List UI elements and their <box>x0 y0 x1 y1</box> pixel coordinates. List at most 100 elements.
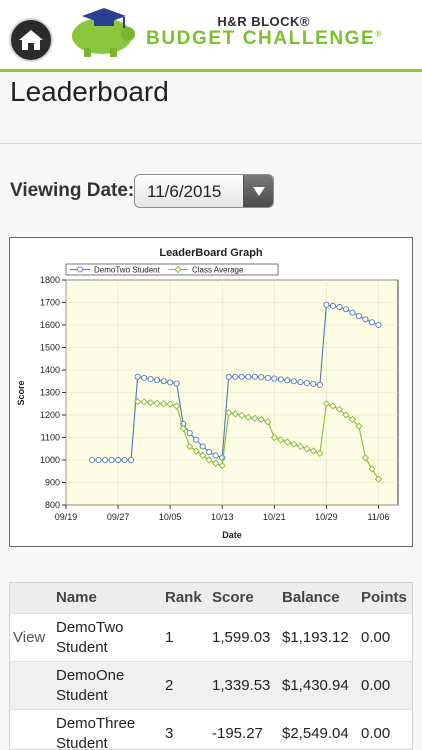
chart-grid <box>65 279 398 506</box>
data-point <box>147 375 154 383</box>
data-point <box>270 433 278 442</box>
table-row[interactable]: View DemoTwo Student 1 1,599.03 $1,193.12… <box>10 613 412 661</box>
col-header-balance: Balance <box>282 589 340 606</box>
x-tick-label: 10/13 <box>211 512 234 522</box>
data-point <box>173 380 180 387</box>
data-point <box>264 374 271 381</box>
table-row[interactable]: DemoThree Student 3 -195.27 $2,549.04 0.0… <box>10 709 412 750</box>
data-point <box>199 443 206 450</box>
piggy-bank-grad-cap-icon <box>72 8 135 57</box>
data-point <box>329 402 337 410</box>
row-name: DemoThree Student <box>56 715 136 750</box>
data-point <box>218 461 226 470</box>
data-point <box>238 373 245 380</box>
data-point <box>362 316 369 323</box>
viewing-date-select[interactable]: 11/6/2015 <box>134 174 274 208</box>
data-point <box>355 422 363 430</box>
data-point <box>290 378 297 385</box>
col-header-points: Points <box>361 589 407 606</box>
data-point <box>179 424 187 433</box>
row-points: 0.00 <box>361 629 391 646</box>
row-points: 0.00 <box>361 677 391 694</box>
data-point <box>192 447 200 455</box>
y-tick-label: 1400 <box>40 365 60 375</box>
data-point <box>277 436 285 444</box>
row-rank: 1 <box>165 629 174 646</box>
data-point <box>284 377 291 384</box>
leaderboard-chart: LeaderBoard Graph DemoTwo Student Class A… <box>9 237 413 547</box>
data-point <box>153 399 161 407</box>
brand-main-text: BUDGET CHALLENGE® <box>146 28 383 49</box>
data-point <box>258 374 265 381</box>
data-point <box>167 379 174 386</box>
home-icon <box>19 30 43 50</box>
data-point <box>134 373 141 380</box>
row-rank: 2 <box>165 677 174 694</box>
home-button[interactable] <box>9 18 53 62</box>
data-point <box>166 400 174 408</box>
data-point <box>257 415 265 424</box>
x-axis-label: Date <box>222 530 242 540</box>
legend-label: Class Average <box>192 266 244 275</box>
data-point <box>264 418 272 426</box>
y-axis-label: Score <box>16 380 26 405</box>
data-point <box>133 397 142 406</box>
series-demotwo-student <box>88 301 382 464</box>
y-tick-label: 1700 <box>40 298 60 308</box>
series-class-average <box>133 397 383 483</box>
data-point <box>342 411 350 419</box>
row-balance: $2,549.04 <box>282 725 349 742</box>
chart-series <box>88 301 383 483</box>
data-point <box>225 409 233 417</box>
data-point <box>232 373 239 380</box>
data-point <box>277 376 284 383</box>
row-score: 1,599.03 <box>212 629 271 646</box>
row-score: 1,339.53 <box>212 677 271 694</box>
data-point <box>160 400 168 408</box>
data-point <box>225 373 232 380</box>
data-point <box>316 449 324 457</box>
brand-top-text: H&R BLOCK® <box>217 14 310 29</box>
legend-marker <box>174 265 182 274</box>
data-point <box>245 373 252 380</box>
y-tick-label: 1100 <box>41 433 60 443</box>
chart-title: LeaderBoard Graph <box>159 247 263 259</box>
data-point <box>173 402 181 410</box>
data-point <box>212 452 219 459</box>
data-point <box>271 375 278 382</box>
data-point <box>251 373 258 380</box>
y-tick-label: 1200 <box>40 410 60 420</box>
data-point <box>186 442 194 451</box>
data-point <box>296 442 304 451</box>
y-tick-label: 1500 <box>40 343 60 353</box>
data-point <box>140 398 148 406</box>
table-row[interactable]: DemoOne Student 2 1,339.53 $1,430.94 0.00 <box>10 661 412 709</box>
data-point <box>310 380 317 387</box>
y-axis-ticks: 800 900 1000 1100 1200 1300 1400 1500 1600 1700 18… <box>40 275 66 510</box>
data-point <box>297 379 304 386</box>
data-point <box>102 456 109 464</box>
data-point <box>115 456 122 464</box>
data-point <box>121 456 128 464</box>
data-point <box>108 456 115 464</box>
row-score: -195.27 <box>212 725 263 742</box>
data-point <box>303 445 311 453</box>
x-tick-label: 10/05 <box>159 512 182 522</box>
data-point <box>316 381 323 388</box>
row-balance: $1,193.12 <box>282 629 349 646</box>
legend-marker <box>77 266 83 273</box>
col-header-rank: Rank <box>165 589 202 606</box>
x-tick-label: 10/21 <box>263 512 286 522</box>
y-tick-label: 800 <box>45 500 60 510</box>
app-header: H&R BLOCK® BUDGET CHALLENGE® <box>0 0 422 72</box>
data-point <box>309 447 318 455</box>
data-point <box>368 465 376 473</box>
data-point <box>355 312 362 320</box>
y-tick-label: 1800 <box>40 275 60 285</box>
data-point <box>322 400 331 408</box>
data-point <box>206 449 213 456</box>
view-link[interactable]: View <box>13 629 46 646</box>
data-point <box>244 413 252 421</box>
row-balance: $1,430.94 <box>282 677 349 694</box>
data-point <box>141 374 148 381</box>
